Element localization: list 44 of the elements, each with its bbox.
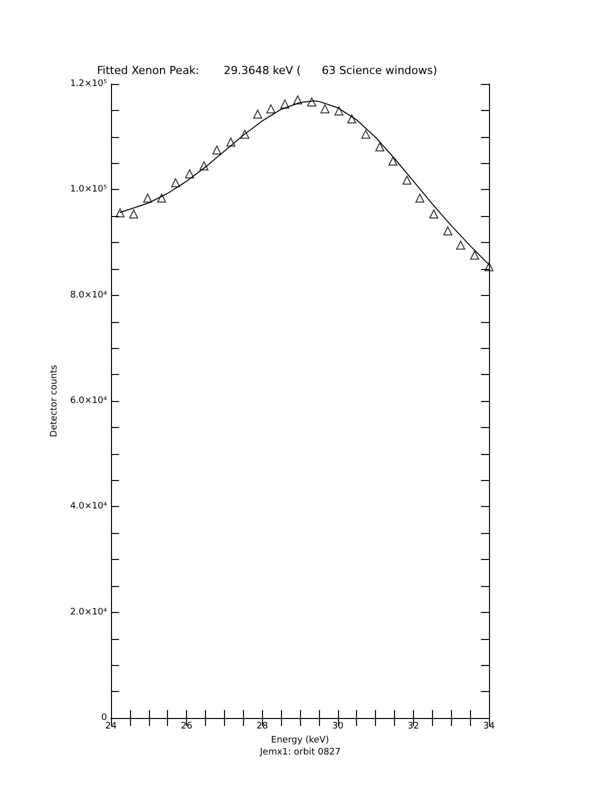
x-tick-label: 26 [180,722,193,732]
point [199,161,208,170]
y-tick-label: 1.0×10⁵ [70,184,108,195]
point [375,142,384,152]
y-tick-label: 4.0×10⁴ [70,502,108,512]
point [185,169,194,178]
x-tick-label: 32 [408,722,420,732]
point [388,156,398,166]
point [129,209,138,218]
point [280,100,290,109]
point [157,194,166,203]
point [361,130,370,139]
point [320,104,330,114]
point [484,262,494,272]
point [443,226,452,236]
point [253,110,262,119]
text: Jemx1: orbit 0827 [259,748,341,758]
x-tick-label: 34 [483,722,495,732]
point [212,146,222,155]
point [334,106,344,116]
point [347,114,356,124]
x-axis-title: Energy (keV) [271,735,329,746]
point [470,250,480,260]
y-tick-label: 2.0×10⁴ [70,607,108,618]
x-tick-label: 24 [105,722,117,732]
y-tick-label: 0 [101,713,108,723]
y-tick-label: 6.0×10⁴ [70,396,108,406]
point [307,97,316,106]
point [293,95,302,104]
chart-title: Fitted Xenon Peak: 29.3648 keV ( 63 Science windows) [97,64,438,77]
y-tick-label: 1.2×10⁵ [70,79,108,89]
point [171,178,180,188]
point [456,240,466,250]
y-axis-title: Detector counts [50,364,60,438]
y-tick-label: 8.0×10⁴ [70,290,108,300]
point [429,209,438,218]
point [266,104,276,114]
point [240,130,250,139]
point [143,194,152,203]
point [116,208,125,218]
point [402,176,412,185]
point [226,138,236,147]
x-tick-label: 28 [256,722,268,732]
point [415,194,424,203]
